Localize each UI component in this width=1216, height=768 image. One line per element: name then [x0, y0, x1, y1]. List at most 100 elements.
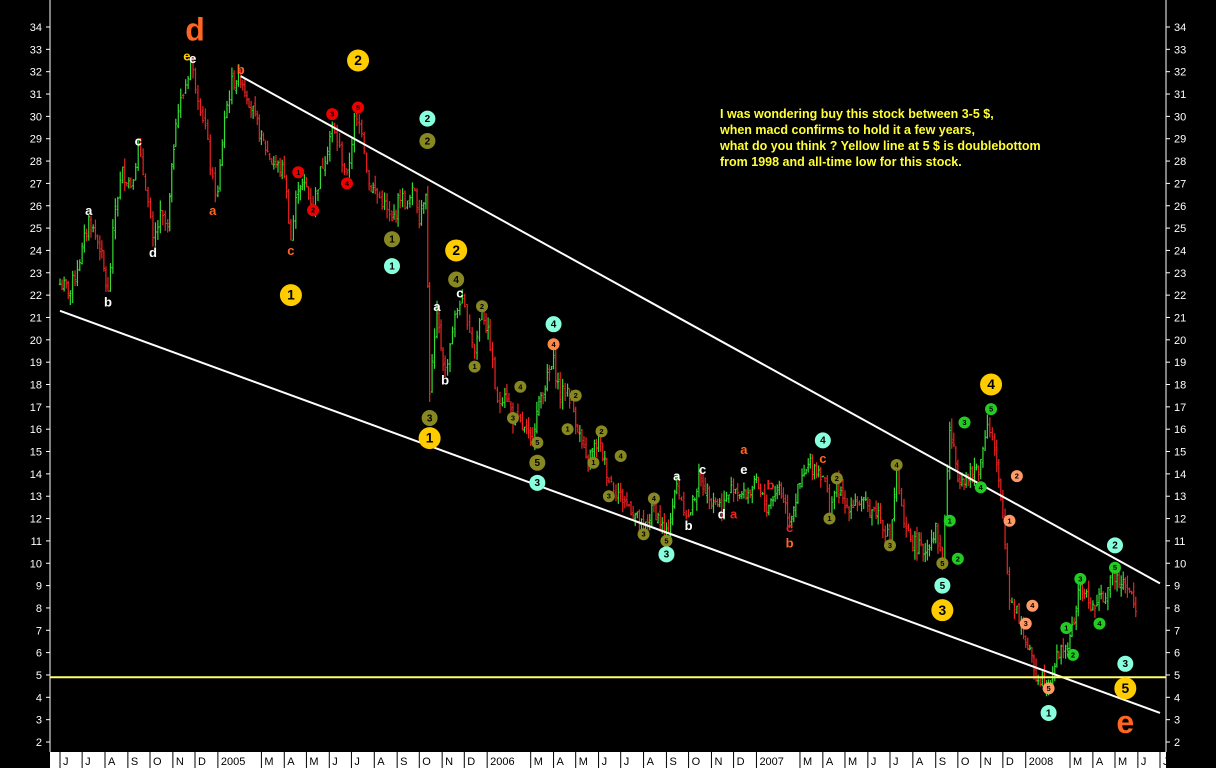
- x-tick-label: S: [131, 756, 138, 768]
- wave-marker: 2: [445, 239, 468, 262]
- x-tick-label: O: [422, 756, 431, 768]
- wave-marker-label: 3: [888, 541, 892, 550]
- note-line: I was wondering buy this stock between 3…: [720, 107, 994, 121]
- x-tick-label: A: [108, 756, 116, 768]
- wave-marker: 3: [326, 108, 339, 121]
- wave-marker: 2: [951, 552, 964, 565]
- x-tick-label: 2006: [490, 756, 514, 768]
- wave-letter: a: [730, 507, 738, 522]
- wave-marker-circle: [1074, 572, 1087, 585]
- y-tick-label: 34: [1174, 22, 1186, 34]
- wave-marker-label: 2: [1071, 650, 1075, 659]
- wave-marker-circle: [292, 166, 305, 179]
- wave-letter: e: [740, 462, 747, 477]
- y-tick-label: 19: [30, 357, 42, 369]
- y-tick-label: 3: [36, 715, 42, 727]
- x-tick-label: J: [1141, 756, 1147, 768]
- wave-marker-circle: [547, 338, 560, 351]
- wave-marker: 4: [547, 338, 560, 351]
- wave-marker-label: 2: [1015, 472, 1019, 481]
- wave-marker-label: 3: [607, 492, 611, 501]
- x-tick-label: M: [803, 756, 812, 768]
- wave-letter: a: [673, 469, 681, 484]
- wave-marker: 1: [1060, 622, 1073, 635]
- wave-marker: 4: [974, 481, 987, 494]
- wave-marker: 3: [658, 546, 675, 563]
- wave-marker: 2: [830, 472, 843, 485]
- wave-marker-label: 4: [979, 483, 984, 492]
- wave-marker: 1: [823, 512, 836, 525]
- wave-marker-circle: [448, 271, 465, 288]
- wave-marker-circle: [658, 546, 675, 563]
- wave-marker-label: 3: [939, 603, 947, 618]
- x-tick-label: 2007: [759, 756, 783, 768]
- x-tick-label: J: [85, 756, 91, 768]
- wave-marker-circle: [445, 239, 468, 262]
- wave-marker: 4: [545, 316, 562, 333]
- wave-letter: a: [209, 203, 217, 218]
- wave-marker-label: 5: [940, 559, 944, 568]
- wave-marker-label: 1: [389, 235, 395, 246]
- x-tick-label: A: [826, 756, 834, 768]
- y-tick-label: 24: [30, 245, 42, 257]
- annotation-note: I was wondering buy this stock between 3…: [720, 106, 1041, 170]
- wave-marker: 3: [421, 410, 438, 427]
- y-tick-label: 11: [1174, 536, 1185, 548]
- x-tick-label: A: [377, 756, 385, 768]
- wave-marker: 1: [1003, 514, 1016, 527]
- wave-marker: 3: [602, 490, 615, 503]
- y-tick-label: 31: [1174, 89, 1186, 101]
- wave-marker-circle: [934, 577, 951, 594]
- wave-marker-circle: [931, 599, 954, 622]
- wave-marker-label: 3: [1024, 619, 1028, 628]
- note-line: what do you think ? Yellow line at 5 $ i…: [720, 139, 1041, 153]
- y-tick-label: 11: [31, 536, 42, 548]
- wave-letter: c: [456, 285, 463, 300]
- wave-marker-label: 1: [287, 288, 295, 303]
- wave-letter: a: [740, 442, 748, 457]
- wave-marker-circle: [506, 412, 519, 425]
- wave-marker-label: 3: [330, 110, 334, 119]
- y-tick-label: 16: [1174, 424, 1186, 436]
- x-tick-label: M: [264, 756, 273, 768]
- wave-labels: deebabcdac1123452112224abc31123455344121…: [85, 11, 1137, 740]
- wave-marker: 2: [347, 49, 370, 72]
- x-axis: J J A S O N D 2005 M A M J J A S O N D 2006 M A M J J A S O N D 2007 M…: [50, 752, 1169, 768]
- wave-marker-label: 4: [652, 494, 657, 503]
- wave-marker: 4: [1026, 599, 1039, 612]
- wave-marker: 1: [418, 427, 441, 450]
- y-tick-label: 4: [1174, 692, 1180, 704]
- y-tick-label: 7: [36, 625, 42, 637]
- wave-marker-circle: [951, 552, 964, 565]
- y-tick-label: 23: [1174, 268, 1186, 280]
- wave-letter: d: [718, 507, 726, 522]
- wave-marker: 3: [958, 416, 971, 429]
- wave-marker-label: 1: [948, 516, 952, 525]
- wave-marker-circle: [1060, 622, 1073, 635]
- y-tick-label: 12: [1174, 514, 1186, 526]
- y-tick-label: 22: [1174, 290, 1186, 302]
- note-line: from 1998 and all-time low for this stoc…: [720, 155, 962, 169]
- y-tick-label: 21: [1174, 312, 1186, 324]
- y-tick-label: 28: [1174, 156, 1186, 168]
- trendlines: [50, 75, 1166, 714]
- wave-marker-circle: [326, 108, 339, 121]
- wave-marker: 5: [660, 534, 673, 547]
- wave-marker-label: 5: [940, 581, 946, 592]
- y-tick-label: 17: [1174, 402, 1186, 414]
- wave-marker-circle: [943, 514, 956, 527]
- x-tick-label: D: [737, 756, 745, 768]
- y-tick-label: 10: [1174, 558, 1186, 570]
- wave-marker-circle: [545, 316, 562, 333]
- wave-marker-label: 4: [345, 179, 350, 188]
- wave-marker-circle: [614, 450, 627, 462]
- wave-letter: e: [183, 49, 190, 64]
- trendline-lower: [59, 309, 1161, 714]
- x-tick-label: S: [669, 756, 676, 768]
- wave-marker-label: 2: [835, 474, 839, 483]
- y-tick-label: 19: [1174, 357, 1186, 369]
- wave-marker: 3: [1074, 572, 1087, 585]
- wave-letter: e: [189, 51, 196, 66]
- wave-letter: a: [433, 299, 441, 314]
